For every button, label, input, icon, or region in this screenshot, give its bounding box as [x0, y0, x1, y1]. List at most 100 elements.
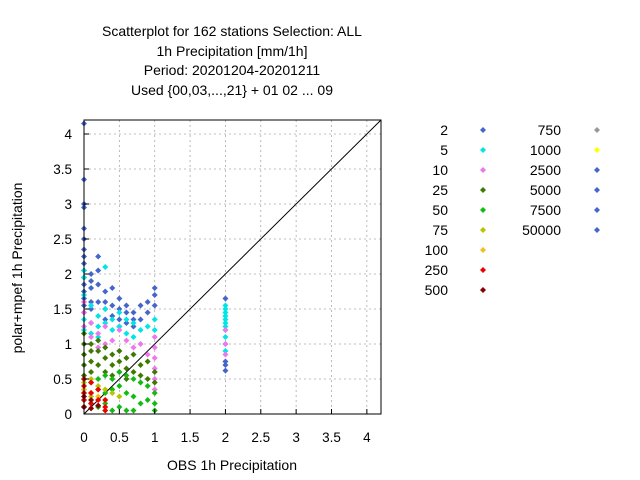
scatter-point — [222, 316, 229, 323]
legend-marker — [480, 227, 486, 233]
title-line-3: Period: 20201204-20201211 — [144, 62, 321, 78]
scatter-point — [102, 299, 109, 305]
scatter-point — [88, 285, 95, 291]
scatter-point — [222, 351, 229, 358]
scatter-point — [109, 372, 116, 379]
scatter-point — [222, 362, 229, 368]
y-tick-label: 4 — [64, 127, 72, 142]
legend-marker — [594, 207, 600, 213]
scatter-point — [109, 376, 116, 382]
legend-marker — [480, 147, 486, 153]
scatter-point — [116, 348, 123, 354]
scatter-point — [151, 327, 158, 333]
scatter-point — [130, 334, 137, 340]
scatter-point — [109, 337, 116, 344]
scatter-point — [109, 362, 116, 368]
scatter-point — [116, 323, 123, 330]
scatter-point — [151, 316, 158, 323]
x-tick-label: 2.5 — [251, 430, 270, 445]
y-tick-label: 2.5 — [53, 232, 72, 247]
scatter-point — [95, 376, 102, 382]
scatter-point — [95, 348, 102, 354]
scatter-point — [222, 320, 229, 326]
scatter-point — [151, 379, 158, 386]
scatter-point — [116, 295, 123, 302]
scatter-point — [116, 316, 123, 323]
title-line-4: Used {00,03,...,21} + 01 02 ... 09 — [131, 82, 333, 98]
scatter-point — [151, 344, 158, 351]
scatter-point — [95, 313, 102, 319]
scatter-point — [88, 306, 95, 312]
scatter-point — [123, 355, 130, 361]
scatter-point — [109, 316, 116, 323]
legend-label: 5000 — [530, 182, 561, 198]
scatter-point — [109, 313, 116, 319]
legend-label: 750 — [538, 122, 562, 138]
scatter-point — [151, 292, 158, 298]
y-axis-ticks: 0 0.5 1 1.5 2 2.5 3 3.5 4 — [53, 127, 89, 422]
scatter-point — [102, 404, 109, 410]
scatter-point — [116, 306, 123, 312]
x-tick-label: 2 — [222, 430, 230, 445]
scatter-point — [88, 299, 95, 305]
scatter-point — [102, 369, 109, 375]
legend-label: 500 — [425, 282, 449, 298]
scatter-point — [88, 390, 95, 396]
scatter-point — [222, 309, 229, 316]
scatter-point — [88, 334, 95, 340]
scatter-point — [95, 253, 102, 260]
scatter-point — [222, 358, 229, 365]
scatter-point — [137, 372, 144, 379]
scatter-point — [102, 341, 109, 347]
legend-marker — [480, 267, 486, 273]
legend-marker — [594, 147, 600, 153]
scatter-point — [222, 313, 229, 319]
legend-label: 50 — [432, 202, 448, 218]
legend-label: 1000 — [530, 142, 561, 158]
scatter-point — [116, 358, 123, 365]
legend-marker — [480, 287, 486, 293]
scatter-point — [88, 393, 95, 400]
legend-label: 10 — [432, 162, 448, 178]
scatter-point — [130, 351, 137, 358]
scatter-point — [88, 379, 95, 386]
scatter-point — [102, 407, 109, 414]
scatter-point — [88, 278, 95, 284]
scatter-point — [102, 306, 109, 312]
scatter-point — [137, 379, 144, 386]
scatter-point — [116, 393, 123, 400]
scatter-point — [222, 295, 229, 302]
scatter-point — [88, 400, 95, 407]
legend-marker — [480, 167, 486, 173]
scatter-point — [102, 390, 109, 396]
scatter-point — [95, 330, 102, 337]
scatter-point — [102, 386, 109, 393]
x-tick-label: 3.5 — [322, 430, 341, 445]
scatter-point — [123, 390, 130, 396]
scatter-point — [123, 337, 130, 344]
scatter-point — [151, 390, 158, 396]
scatter-point — [222, 327, 229, 333]
scatter-point — [123, 330, 130, 337]
scatter-point — [137, 327, 144, 333]
scatter-point — [88, 397, 95, 403]
scatter-point — [102, 323, 109, 330]
x-tick-label: 1 — [151, 430, 159, 445]
scatter-point — [95, 402, 102, 409]
scatter-point — [130, 320, 137, 326]
scatter-point — [95, 344, 102, 351]
scatter-point — [222, 302, 229, 309]
legend-marker — [480, 247, 486, 253]
one-to-one-diagonal-line — [83, 119, 382, 415]
scatter-point — [95, 323, 102, 330]
scatter-point — [102, 397, 109, 403]
legend-label: 50000 — [522, 222, 561, 238]
scatter-point — [222, 323, 229, 330]
scatter-point — [151, 302, 158, 309]
scatter-point — [137, 362, 144, 368]
legend-label: 2500 — [530, 162, 561, 178]
scatter-point — [130, 344, 137, 351]
scatter-point — [151, 334, 158, 340]
legend: 2510255075100250500750100025005000750050… — [425, 122, 600, 298]
